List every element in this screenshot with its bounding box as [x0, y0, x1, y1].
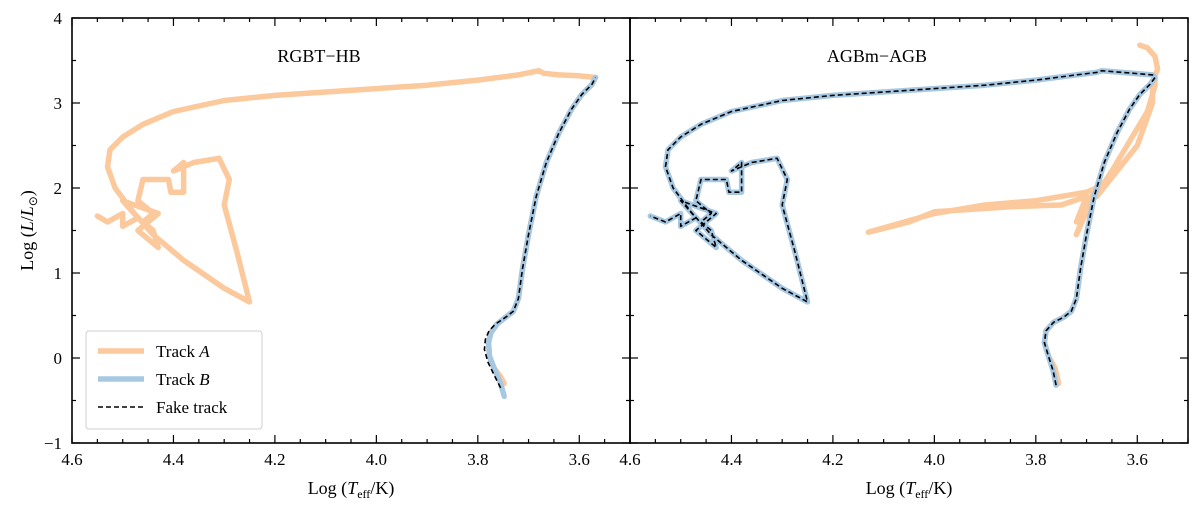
series-fake-track-line [650, 69, 1156, 386]
x-tick-label: 3.8 [1025, 450, 1046, 469]
panel-title: AGBm−AGB [827, 46, 927, 66]
series-track-a-line [865, 42, 1161, 387]
legend-label-track-b: Track B [156, 370, 210, 389]
series-group [94, 67, 599, 400]
x-tick-label: 4.0 [924, 450, 945, 469]
panel-agbm-agb: 4.6 4.4 4.2 4.0 3.8 3.6 AGBm−AGB [619, 17, 1189, 469]
panel-title: RGBT−HB [277, 46, 360, 66]
x-axis-label: Log (Teff/K) [866, 478, 953, 501]
x-tick-label: 4.2 [822, 450, 843, 469]
x-tick-label: 3.8 [467, 450, 488, 469]
y-tick-label: 1 [54, 264, 63, 283]
series-group [647, 42, 1161, 388]
x-axis-label: Log (Teff/K) [308, 478, 395, 501]
legend-box [85, 330, 263, 430]
x-tick-label: 4.0 [366, 450, 387, 469]
legend-label-fake-track: Fake track [156, 398, 228, 417]
y-tick-label: −1 [44, 434, 62, 453]
y-axis-label: Log (L/L⊙) [17, 190, 40, 271]
x-tick-label: 4.4 [163, 450, 185, 469]
y-tick-label: 2 [54, 179, 63, 198]
legend: Track A Track B Fake track [85, 330, 263, 430]
axis-labels: Log (Teff/K) Log (L/L⊙) Log (Teff/K) [17, 190, 952, 501]
x-tick-label: 3.6 [569, 450, 590, 469]
x-tick-label: 4.6 [61, 450, 82, 469]
series-fake-track-line [483, 77, 597, 389]
y-tick-label: 4 [54, 9, 63, 28]
y-tick-label: 0 [54, 349, 63, 368]
series-track-b-line [485, 74, 599, 400]
panel-rgbt-hb: 4.6 4.4 4.2 4.0 3.8 3.6 −1 0 1 2 3 4 RGBT−HB [44, 9, 631, 469]
x-tick-label: 4.4 [721, 450, 743, 469]
y-tick-label: 3 [54, 94, 63, 113]
x-tick-label: 4.2 [264, 450, 285, 469]
x-tick-label: 3.6 [1127, 450, 1148, 469]
x-tick-label: 4.6 [619, 450, 640, 469]
legend-label-track-a: Track A [156, 342, 210, 361]
